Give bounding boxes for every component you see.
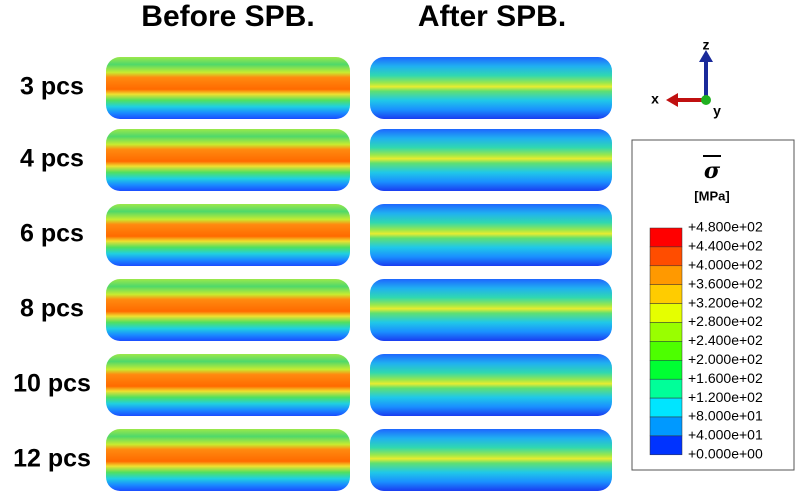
legend-swatch <box>649 435 683 456</box>
legend-label: +0.000e+00 <box>688 446 763 462</box>
contour-before <box>106 204 350 266</box>
legend-label: +4.400e+02 <box>688 238 763 254</box>
row-label: 6 pcs <box>20 220 84 248</box>
legend-swatch <box>649 360 683 380</box>
legend-unit: [MPa] <box>694 188 729 203</box>
row-label: 10 pcs <box>13 370 91 398</box>
contour-before <box>106 279 350 341</box>
legend-swatch <box>649 227 683 248</box>
legend-label: +1.200e+02 <box>688 389 763 405</box>
contour-before <box>106 57 350 119</box>
legend-swatch <box>649 303 683 323</box>
legend-swatch <box>649 322 683 342</box>
column-header: After SPB. <box>418 0 566 33</box>
legend-swatch <box>649 341 683 361</box>
z-arrowhead <box>699 50 713 62</box>
contour-after <box>370 279 612 341</box>
axis-label: y <box>713 103 721 119</box>
legend-label: +4.000e+02 <box>688 257 763 273</box>
x-arrowhead <box>666 93 678 107</box>
y-axis-dot <box>701 95 711 105</box>
row-label: 4 pcs <box>20 145 84 173</box>
contour-after <box>370 429 612 491</box>
row-label: 12 pcs <box>13 445 91 473</box>
row-label: 8 pcs <box>20 295 84 323</box>
legend-swatch <box>649 416 683 437</box>
legend-label: +4.000e+01 <box>688 427 763 443</box>
contour-before <box>106 129 350 191</box>
contour-after <box>370 129 612 191</box>
legend-swatch <box>649 265 683 285</box>
contour-after <box>370 354 612 416</box>
legend-label: +8.000e+01 <box>688 408 763 424</box>
legend-swatch <box>649 284 683 304</box>
legend-label: +2.000e+02 <box>688 351 763 367</box>
contour-before <box>106 354 350 416</box>
legend-swatch <box>649 246 683 267</box>
column-header: Before SPB. <box>141 0 314 33</box>
legend-swatch <box>649 397 683 418</box>
legend-label: +4.800e+02 <box>688 219 763 235</box>
legend-label: +2.400e+02 <box>688 332 763 348</box>
legend-label: +1.600e+02 <box>688 370 763 386</box>
row-label: 3 pcs <box>20 73 84 101</box>
axis-label: x <box>651 91 659 107</box>
legend-label: +3.600e+02 <box>688 275 763 291</box>
contour-before <box>106 429 350 491</box>
legend-label: +3.200e+02 <box>688 294 763 310</box>
legend-label: +2.800e+02 <box>688 313 763 329</box>
axis-label: z <box>703 37 710 53</box>
contour-after <box>370 204 612 266</box>
contour-after <box>370 57 612 119</box>
legend-swatch <box>649 378 683 399</box>
legend-title: σ <box>704 158 721 184</box>
